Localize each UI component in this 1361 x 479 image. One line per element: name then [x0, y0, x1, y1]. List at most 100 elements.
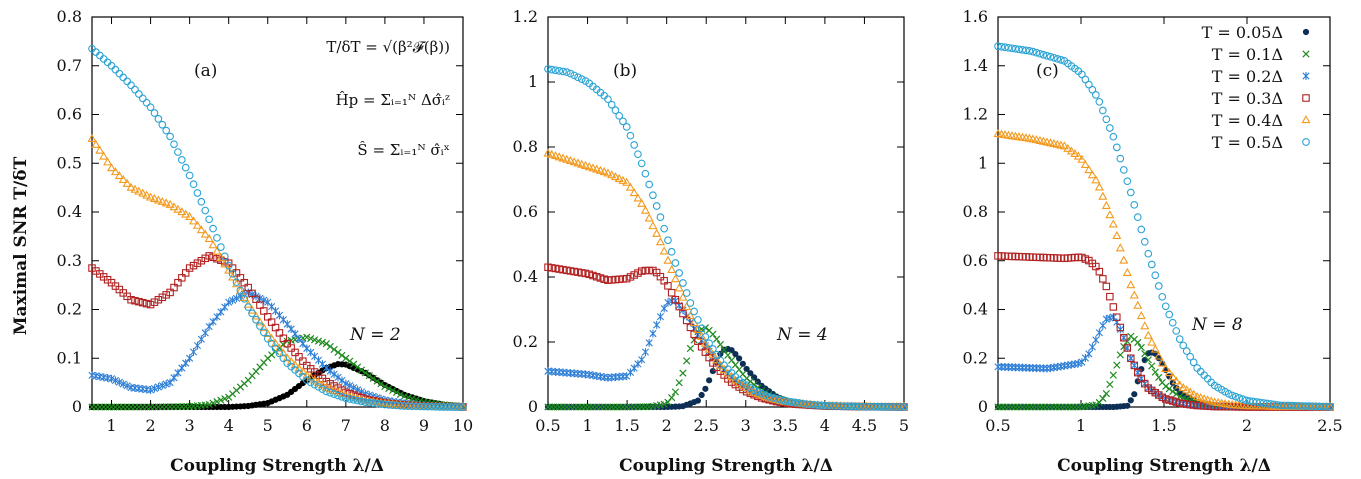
data-point [783, 397, 792, 406]
data-point [640, 205, 650, 214]
data-point [745, 385, 755, 394]
data-point [1113, 361, 1121, 369]
data-point [584, 162, 594, 171]
data-point [275, 329, 284, 337]
data-point [424, 402, 432, 411]
data-point [135, 297, 143, 306]
data-point [656, 213, 665, 221]
data-point [162, 126, 171, 135]
data-point [735, 365, 743, 374]
data-point [1144, 356, 1152, 364]
data-point [1182, 385, 1192, 394]
data-point [185, 211, 195, 221]
data-point [212, 246, 222, 255]
data-point [259, 323, 269, 332]
data-point [716, 356, 725, 365]
data-point [326, 380, 334, 388]
data-point [1133, 213, 1142, 221]
data-point [637, 159, 646, 168]
data-point [162, 291, 170, 299]
data-point [555, 368, 563, 377]
data-point [189, 180, 198, 189]
x-axis-title-c: Coupling Strength λ/Δ [1057, 456, 1271, 476]
data-point [698, 391, 705, 399]
data-point [551, 66, 560, 75]
data-point [1126, 188, 1135, 197]
x-tick-label: 2.5 [693, 416, 718, 435]
data-point [201, 254, 210, 263]
data-point [641, 348, 650, 357]
data-point [667, 247, 676, 256]
x-tick-label: 3.5 [773, 416, 798, 435]
data-point [186, 354, 194, 363]
data-point [149, 193, 160, 202]
y-tick-label: 0.6 [963, 251, 988, 270]
data-point [135, 90, 143, 98]
data-point [1154, 282, 1163, 290]
data-point [607, 100, 616, 109]
data-point [1168, 318, 1177, 327]
data-point [649, 191, 657, 200]
data-point [404, 402, 413, 410]
data-point [716, 340, 725, 349]
data-point [588, 163, 598, 172]
data-point [1112, 230, 1122, 240]
data-point [209, 224, 217, 233]
legend-label: T = 0.4Δ [1212, 111, 1283, 130]
data-point [569, 157, 579, 166]
data-point [384, 401, 393, 409]
data-point [185, 171, 194, 180]
data-point [256, 301, 264, 309]
data-point [122, 178, 132, 187]
data-point [702, 385, 709, 392]
data-point [1326, 402, 1334, 411]
data-point [709, 345, 717, 353]
data-point [1130, 200, 1139, 209]
data-point [1119, 166, 1128, 174]
data-point [208, 240, 218, 249]
y-tick-label: 0.2 [57, 300, 82, 319]
data-point [1124, 402, 1131, 409]
data-point [731, 361, 739, 369]
data-point [357, 397, 366, 406]
data-point [1098, 191, 1108, 200]
data-point [652, 202, 661, 210]
y-tick-label: 1 [978, 153, 988, 172]
data-point [142, 190, 152, 199]
data-point [326, 367, 334, 376]
data-point [377, 380, 385, 388]
data-point [209, 317, 217, 326]
data-point [119, 379, 127, 388]
data-point [705, 339, 713, 348]
data-point [174, 368, 182, 377]
x-tick-label: 4 [224, 416, 234, 435]
data-point [670, 274, 680, 283]
data-point [1043, 364, 1051, 373]
data-point [139, 298, 147, 307]
data-point [396, 401, 405, 410]
data-point [1123, 177, 1132, 186]
data-point [236, 274, 245, 282]
data-point [217, 243, 225, 251]
data-point [1189, 358, 1198, 367]
x-tick-label: 7 [341, 416, 351, 435]
data-point [353, 363, 362, 371]
data-point [619, 372, 627, 381]
data-point [858, 402, 867, 411]
data-point [1102, 390, 1110, 398]
data-point [685, 311, 695, 320]
data-point [310, 380, 319, 389]
data-point [389, 386, 397, 395]
data-point [1172, 327, 1181, 335]
data-point [1099, 394, 1107, 403]
data-point [1171, 376, 1181, 385]
data-point [1109, 371, 1117, 379]
data-point [169, 202, 179, 211]
data-point [1077, 154, 1087, 163]
x-tick-label: 2.5 [1317, 416, 1342, 435]
data-point [625, 182, 635, 191]
legend-label: T = 0.3Δ [1212, 89, 1283, 108]
data-point [170, 373, 178, 382]
data-point [392, 388, 401, 396]
panel-a: 1 2 3 4 5 6 7 8 9 10 0 0.1 0.2 0.3 0.4 0.5 0.6 0.7 0.8 (a)… [57, 7, 474, 476]
